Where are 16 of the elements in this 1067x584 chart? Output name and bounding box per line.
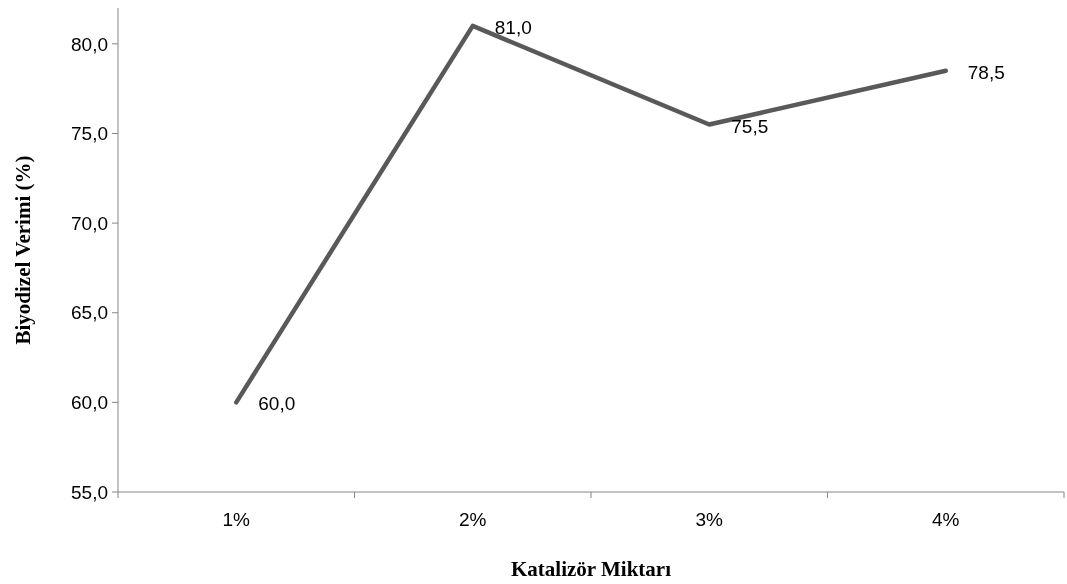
data-label: 78,5 [967, 61, 1005, 83]
x-tick-label: 3% [695, 509, 724, 530]
y-tick-label: 75,0 [71, 123, 108, 145]
y-tick-label: 60,0 [71, 392, 108, 414]
y-tick-label: 80,0 [71, 33, 108, 55]
x-tick-label: 4% [932, 509, 960, 530]
x-tick-label: 1% [222, 509, 251, 530]
data-label: 75,5 [731, 115, 769, 137]
y-tick-label: 65,0 [71, 302, 108, 324]
data-label: 81,0 [494, 16, 532, 38]
x-tick-label: 2% [459, 509, 487, 530]
x-axis-title: Katalizör Miktarı [511, 557, 672, 581]
data-label: 60,0 [258, 393, 296, 415]
y-tick-label: 55,0 [71, 481, 108, 503]
y-tick-label: 70,0 [71, 212, 108, 234]
y-axis-title: Biyodizel Verimi (%) [11, 155, 35, 345]
